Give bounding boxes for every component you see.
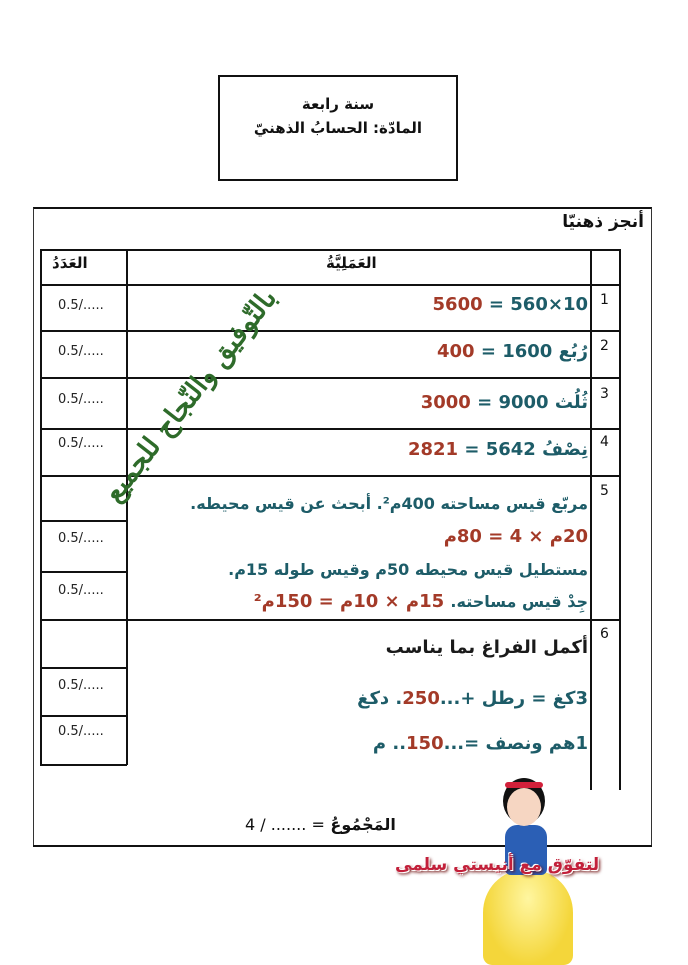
- grid-line: [40, 428, 621, 430]
- operation-column-header: العَمَلِيَّةُ: [326, 254, 377, 272]
- problem-5-answer1: 20م × 4 = 80م: [443, 526, 588, 547]
- score-cell[interactable]: 0.5/.....: [58, 678, 104, 693]
- grid-line: [40, 571, 127, 573]
- row-number: 4: [600, 434, 609, 450]
- grid-line: [40, 330, 621, 332]
- row-number: 1: [600, 292, 609, 308]
- total-value: = ....... / 4: [245, 815, 325, 834]
- grid-line: [619, 249, 621, 790]
- footer-divider: [33, 845, 652, 847]
- grid-line: [40, 619, 621, 621]
- score-cell[interactable]: 0.5/.....: [58, 531, 104, 546]
- subject-label: المادّة: الحسابُ الذهنيّ: [253, 119, 423, 137]
- operation-4: نِصْفُ 5642 = 2821: [408, 439, 588, 460]
- score-cell[interactable]: 0.5/.....: [58, 298, 104, 313]
- question: 3كغ = رطل +...: [439, 688, 588, 709]
- operation-3: ثُلُث 9000 = 3000: [421, 392, 588, 413]
- answer: 3000: [420, 392, 471, 413]
- grid-line: [40, 284, 621, 286]
- total-label: المَجْمُوعُ: [330, 815, 396, 834]
- score-cell[interactable]: 0.5/.....: [58, 583, 104, 598]
- grid-line: [40, 715, 127, 717]
- operation-2: رُبُع 1600 = 400: [437, 341, 588, 362]
- answer: 15م × 10م = 150م²: [253, 591, 445, 612]
- row-number: 5: [600, 483, 609, 499]
- question: .. م: [372, 733, 407, 754]
- score-cell[interactable]: 0.5/.....: [58, 436, 104, 451]
- score-cell[interactable]: 0.5/.....: [58, 344, 104, 359]
- grid-line: [40, 249, 621, 251]
- total-line: المَجْمُوعُ = ....... / 4: [245, 815, 396, 834]
- problem-6-line2: 1هم ونصف =...150.. م: [373, 733, 588, 754]
- grid-line: [590, 249, 592, 790]
- answer: 2821: [407, 439, 459, 460]
- caption: لتفوّق مع أنيستي سلمى: [395, 855, 600, 875]
- exercise-frame: [33, 207, 652, 847]
- grade-label: سنة رابعة: [301, 95, 375, 113]
- question: . دكغ: [357, 688, 403, 709]
- grid-line: [40, 764, 127, 766]
- problem-6-line1: 3كغ = رطل +...250. دكغ: [357, 688, 588, 709]
- question: ثُلُث 9000 =: [477, 392, 588, 413]
- answer: 250: [402, 688, 440, 709]
- answer: 400: [436, 341, 475, 362]
- hair-bow: [505, 782, 543, 788]
- snow-white-illustration: [455, 780, 585, 965]
- face: [507, 788, 541, 826]
- score-cell[interactable]: 0.5/.....: [58, 724, 104, 739]
- question: 1هم ونصف =...: [443, 733, 588, 754]
- answer: 150: [406, 733, 444, 754]
- dress-bodice: [505, 825, 547, 875]
- dress-skirt: [483, 870, 573, 965]
- score-cell[interactable]: 0.5/.....: [58, 392, 104, 407]
- section-title: أنجز ذهنيّا: [562, 212, 644, 232]
- question: 10×560 =: [488, 294, 588, 315]
- row-number: 6: [600, 626, 609, 642]
- grid-line: [40, 249, 42, 765]
- grid-line: [126, 249, 128, 765]
- row-number: 2: [600, 338, 609, 354]
- problem-6-title: أكمل الفراغ بما يناسب: [385, 637, 588, 658]
- question: نِصْفُ 5642 =: [464, 439, 588, 460]
- grid-line: [40, 520, 127, 522]
- grid-line: [40, 667, 127, 669]
- operation-1: 10×560 = 5600: [433, 294, 588, 315]
- grid-line: [40, 475, 621, 477]
- grid-line: [40, 377, 621, 379]
- problem-5-line4: جِدْ قيس مساحته. 15م × 10م = 150م²: [254, 591, 588, 612]
- question: جِدْ قيس مساحته.: [450, 592, 588, 611]
- row-number: 3: [600, 386, 609, 402]
- question: رُبُع 1600 =: [480, 341, 588, 362]
- problem-5-line3: مستطيل قيس محيطه 50م وقيس طوله 15م.: [228, 560, 588, 579]
- header-box: سنة رابعة المادّة: الحسابُ الذهنيّ: [218, 75, 458, 181]
- problem-5-line1: مربّع قيس مساحته 400م². أبحث عن قيس محيط…: [190, 494, 588, 513]
- answer: 5600: [432, 294, 483, 315]
- score-column-header: العَدَدُ: [52, 254, 88, 272]
